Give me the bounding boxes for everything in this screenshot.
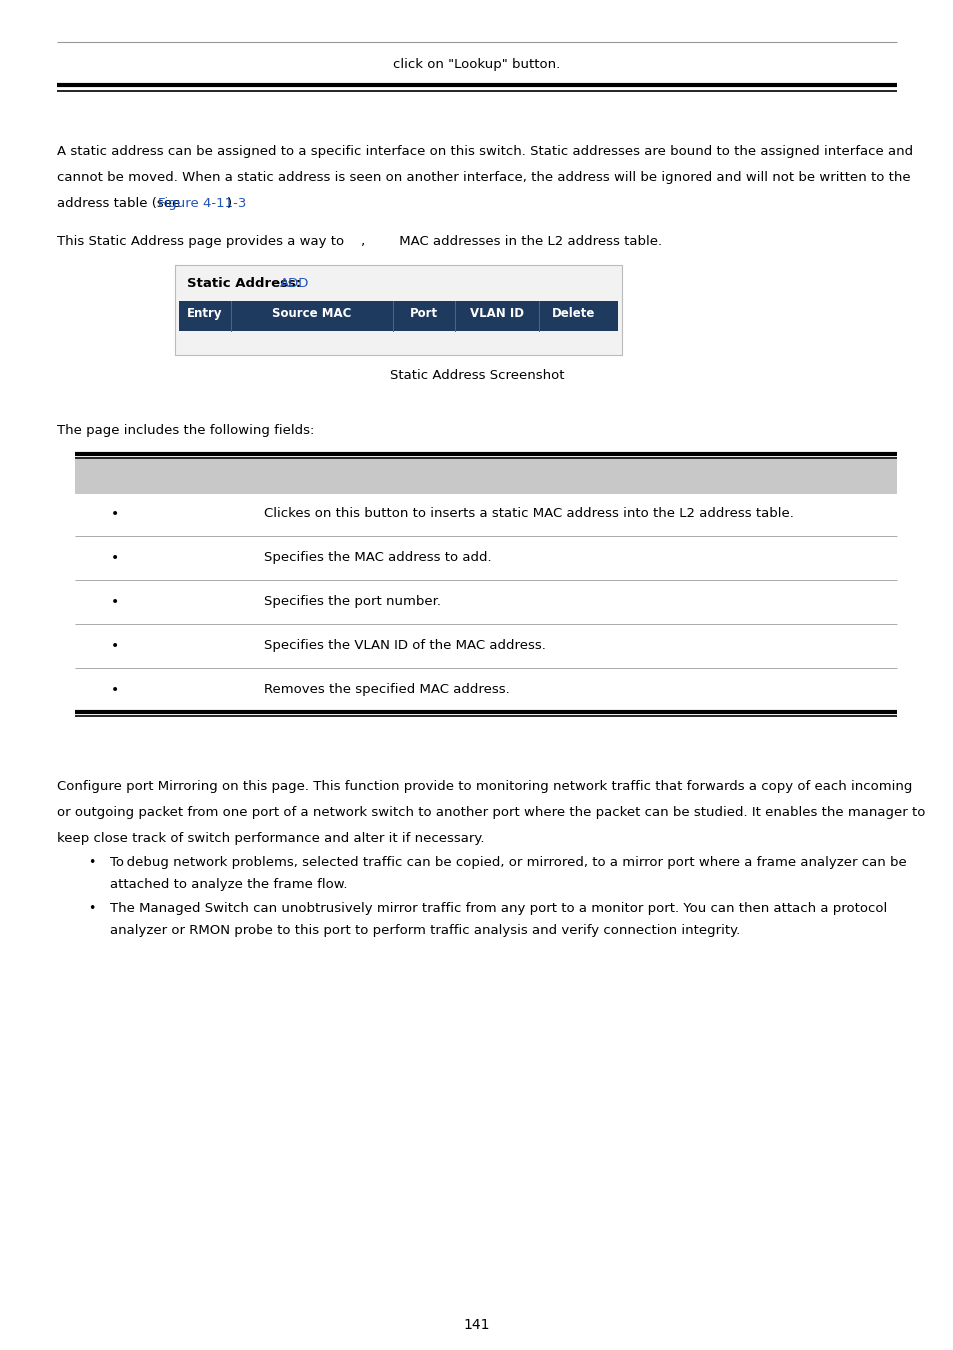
Text: •: • xyxy=(88,902,95,915)
Text: Delete: Delete xyxy=(552,306,595,320)
Text: VLAN ID: VLAN ID xyxy=(470,306,523,320)
Text: To debug network problems, selected traffic can be copied, or mirrored, to a mir: To debug network problems, selected traf… xyxy=(110,856,905,869)
Text: Entry: Entry xyxy=(187,306,222,320)
Bar xyxy=(179,301,618,331)
Text: This Static Address page provides a way to    ,        MAC addresses in the L2 a: This Static Address page provides a way … xyxy=(57,235,661,248)
Text: Specifies the VLAN ID of the MAC address.: Specifies the VLAN ID of the MAC address… xyxy=(264,639,545,652)
Bar xyxy=(174,265,621,355)
Text: Specifies the MAC address to add.: Specifies the MAC address to add. xyxy=(264,551,491,564)
Bar xyxy=(75,459,896,494)
Text: analyzer or RMON probe to this port to perform traffic analysis and verify conne: analyzer or RMON probe to this port to p… xyxy=(110,923,740,937)
Text: cannot be moved. When a static address is seen on another interface, the address: cannot be moved. When a static address i… xyxy=(57,171,910,184)
Text: address table (see: address table (see xyxy=(57,197,184,211)
Text: The page includes the following fields:: The page includes the following fields: xyxy=(57,424,314,437)
Text: click on "Lookup" button.: click on "Lookup" button. xyxy=(393,58,560,72)
Text: 141: 141 xyxy=(463,1318,490,1332)
Text: or outgoing packet from one port of a network switch to another port where the p: or outgoing packet from one port of a ne… xyxy=(57,806,924,819)
Text: ADD: ADD xyxy=(279,277,309,290)
Text: attached to analyze the frame flow.: attached to analyze the frame flow. xyxy=(110,878,347,891)
Text: •: • xyxy=(111,595,119,609)
Text: Figure 4-11-3: Figure 4-11-3 xyxy=(157,197,246,211)
Text: The Managed Switch can unobtrusively mirror traffic from any port to a monitor p: The Managed Switch can unobtrusively mir… xyxy=(110,902,886,915)
Text: •: • xyxy=(111,639,119,653)
Text: keep close track of switch performance and alter it if necessary.: keep close track of switch performance a… xyxy=(57,832,484,845)
Text: Static Address:: Static Address: xyxy=(187,277,306,290)
Text: Specifies the port number.: Specifies the port number. xyxy=(264,595,440,608)
Text: ): ) xyxy=(227,197,232,211)
Text: Port: Port xyxy=(410,306,437,320)
Text: Configure port Mirroring on this page. This function provide to monitoring netwo: Configure port Mirroring on this page. T… xyxy=(57,780,911,792)
Text: Static Address Screenshot: Static Address Screenshot xyxy=(390,369,563,382)
Text: •: • xyxy=(111,683,119,697)
Text: •: • xyxy=(88,856,95,869)
Text: Removes the specified MAC address.: Removes the specified MAC address. xyxy=(264,683,509,697)
Text: Source MAC: Source MAC xyxy=(272,306,352,320)
Text: Clickes on this button to inserts a static MAC address into the L2 address table: Clickes on this button to inserts a stat… xyxy=(264,508,793,520)
Text: •: • xyxy=(111,508,119,521)
Text: •: • xyxy=(111,551,119,566)
Text: A static address can be assigned to a specific interface on this switch. Static : A static address can be assigned to a sp… xyxy=(57,144,912,158)
